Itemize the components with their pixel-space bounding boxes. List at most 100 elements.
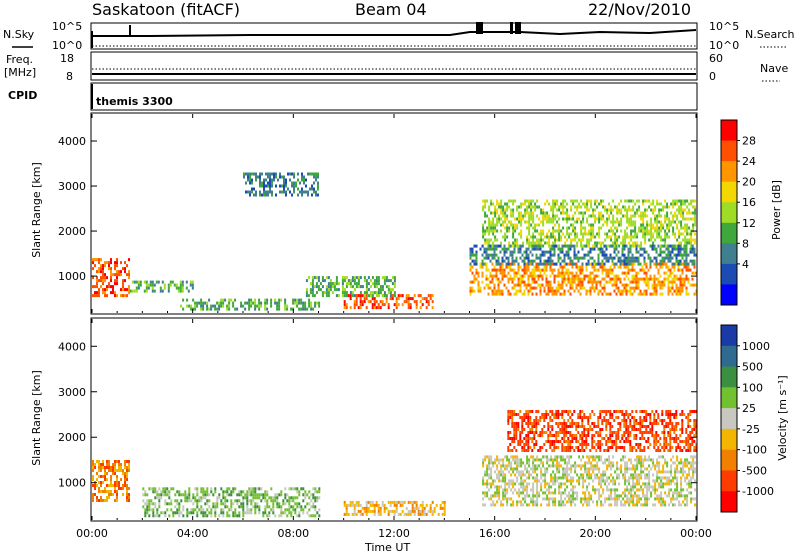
power-cell-8: [562, 245, 564, 248]
power-cell-7: [518, 233, 520, 236]
power-cell-2: [302, 302, 304, 305]
power-cell-6: [662, 284, 664, 287]
power-cell-7: [566, 218, 568, 221]
velocity-cell-3: [492, 482, 494, 485]
power-cell-0: [128, 285, 130, 288]
velocity-cell-1: [238, 514, 240, 517]
power-cell-6: [608, 272, 610, 275]
velocity-cell-3: [498, 497, 500, 500]
power-cell-7: [602, 218, 604, 221]
power-cell-8: [522, 245, 524, 248]
power-cell-5: [326, 276, 328, 279]
power-cell-6: [574, 290, 576, 293]
power-cell-8: [628, 260, 630, 263]
velocity-cell-3: [650, 491, 652, 494]
velocity-cell-1: [204, 496, 206, 499]
velocity-cell-3: [544, 473, 546, 476]
velocity-cell-3: [590, 461, 592, 464]
velocity-cell-1: [200, 487, 202, 490]
velocity-cell-3: [692, 455, 694, 458]
power-cell-5: [388, 285, 390, 288]
power-cell-4: [346, 303, 348, 306]
power-ytick-label-1: 3000: [58, 180, 86, 193]
velocity-cell-4: [513, 422, 515, 425]
velocity-cell-1: [242, 490, 244, 493]
velocity-cell-2: [394, 504, 396, 507]
power-cell-3: [305, 191, 307, 194]
power-cell-7: [604, 221, 606, 224]
power-cell-5: [338, 294, 340, 297]
power-cell-6: [494, 290, 496, 293]
velocity-cell-4: [545, 449, 547, 452]
power-cell-7: [504, 236, 506, 239]
power-cell-7: [670, 203, 672, 206]
velocity-cell-3: [654, 479, 656, 482]
power-cell-8: [534, 260, 536, 263]
power-cell-5: [370, 294, 372, 297]
velocity-cell-3: [600, 494, 602, 497]
power-cell-6: [628, 284, 630, 287]
power-cell-7: [500, 209, 502, 212]
power-cell-6: [580, 287, 582, 290]
velocity-cell-0: [100, 469, 102, 472]
power-cell-6: [668, 290, 670, 293]
power-cell-0: [96, 291, 98, 294]
power-cell-4: [346, 306, 348, 309]
velocity-cell-3: [526, 461, 528, 464]
power-cell-8: [620, 260, 622, 263]
power-cell-8: [690, 248, 692, 251]
power-cell-6: [626, 275, 628, 278]
power-cell-2: [302, 308, 304, 311]
power-cell-6: [586, 275, 588, 278]
power-cell-5: [372, 276, 374, 279]
power-cell-7: [654, 218, 656, 221]
velocity-cell-1: [250, 490, 252, 493]
power-cell-2: [248, 308, 250, 311]
velocity-cell-3: [540, 461, 542, 464]
velocity-cell-0: [106, 466, 108, 469]
power-cell-3: [253, 173, 255, 176]
velocity-cell-4: [525, 437, 527, 440]
velocity-cell-3: [648, 455, 650, 458]
power-cell-8: [564, 257, 566, 260]
velocity-cell-4: [575, 440, 577, 443]
power-cell-7: [674, 203, 676, 206]
velocity-cell-3: [482, 464, 484, 467]
power-cell-7: [492, 233, 494, 236]
power-cell-6: [668, 278, 670, 281]
velocity-cell-0: [126, 475, 128, 478]
velocity-cell-2: [396, 504, 398, 507]
power-cell-7: [486, 200, 488, 203]
power-cell-7: [538, 206, 540, 209]
velocity-cell-3: [502, 470, 504, 473]
velocity-cell-4: [579, 425, 581, 428]
velocity-cell-4: [535, 416, 537, 419]
velocity-cell-1: [248, 490, 250, 493]
velocity-cell-3: [646, 476, 648, 479]
velocity-cell-1: [212, 505, 214, 508]
power-cell-6: [638, 287, 640, 290]
freq-tick-top: 18: [60, 52, 74, 65]
power-cell-7: [570, 218, 572, 221]
velocity-cell-3: [632, 494, 634, 497]
velocity-cell-3: [610, 488, 612, 491]
velocity-cell-1: [170, 499, 172, 502]
velocity-cell-1: [188, 511, 190, 514]
power-cell-6: [682, 290, 684, 293]
power-cell-6: [564, 266, 566, 269]
power-cell-8: [676, 248, 678, 251]
power-cell-7: [604, 209, 606, 212]
power-cell-6: [606, 269, 608, 272]
power-cell-7: [682, 233, 684, 236]
velocity-cell-0: [110, 493, 112, 496]
power-cell-6: [578, 269, 580, 272]
velocity-cell-4: [553, 449, 555, 452]
power-cell-6: [642, 269, 644, 272]
power-cell-7: [506, 227, 508, 230]
power-cell-6: [596, 284, 598, 287]
velocity-cell-1: [178, 493, 180, 496]
power-cell-7: [574, 230, 576, 233]
velocity-cell-3: [632, 503, 634, 506]
velocity-cell-3: [564, 488, 566, 491]
